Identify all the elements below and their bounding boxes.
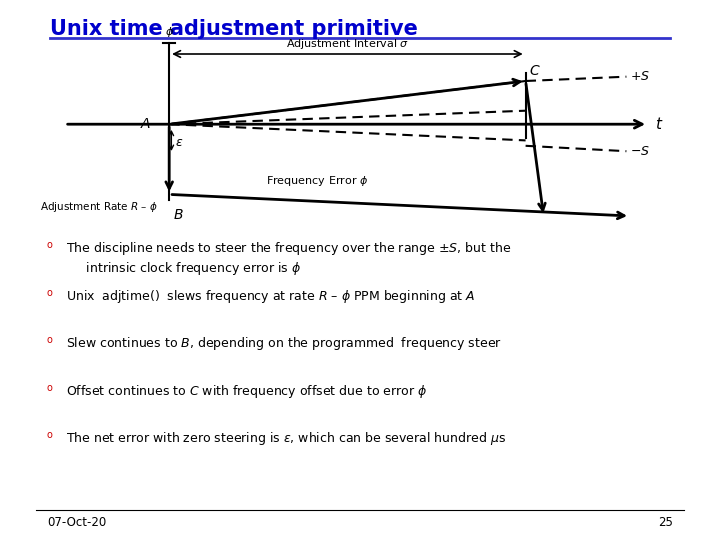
Text: $B$: $B$: [173, 208, 184, 222]
Text: o: o: [47, 335, 53, 346]
Text: Unix  adjtime()  slews frequency at rate $R$ – $\phi$ PPM beginning at $A$: Unix adjtime() slews frequency at rate $…: [66, 288, 476, 305]
Text: 25: 25: [658, 516, 673, 529]
Text: o: o: [47, 240, 53, 251]
Text: Unix time adjustment primitive: Unix time adjustment primitive: [50, 19, 418, 39]
Text: Adjustment Interval $\sigma$: Adjustment Interval $\sigma$: [286, 37, 409, 51]
Text: 07-Oct-20: 07-Oct-20: [47, 516, 106, 529]
Text: o: o: [47, 430, 53, 441]
Text: $t$: $t$: [655, 116, 664, 132]
Text: The net error with zero steering is $\epsilon$, which can be several hundred $\m: The net error with zero steering is $\ep…: [66, 430, 506, 447]
Text: Slew continues to $B$, depending on the programmed  frequency steer: Slew continues to $B$, depending on the …: [66, 335, 502, 352]
Text: $\phi$: $\phi$: [165, 25, 174, 39]
Text: +$S$: +$S$: [630, 70, 650, 83]
Text: $A$: $A$: [140, 117, 151, 131]
Text: $C$: $C$: [529, 64, 541, 78]
Text: $-S$: $-S$: [630, 145, 650, 158]
Text: $\epsilon$: $\epsilon$: [175, 136, 184, 148]
Text: Offset continues to $C$ with frequency offset due to error $\phi$: Offset continues to $C$ with frequency o…: [66, 383, 428, 400]
Text: o: o: [47, 288, 53, 298]
Text: The discipline needs to steer the frequency over the range ±$S$, but the
     in: The discipline needs to steer the freque…: [66, 240, 511, 276]
Text: Frequency Error $\phi$: Frequency Error $\phi$: [266, 174, 368, 188]
Text: o: o: [47, 383, 53, 393]
Text: Adjustment Rate $R$ – $\phi$: Adjustment Rate $R$ – $\phi$: [40, 200, 158, 214]
